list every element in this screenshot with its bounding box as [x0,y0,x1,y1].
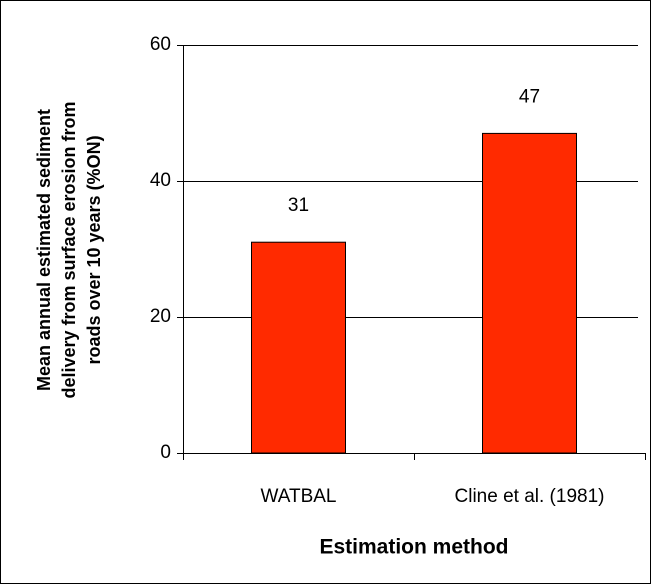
y-axis-title: roads over 10 years (%ON) [84,135,104,364]
data-label: 31 [288,195,309,216]
y-axis-title: Mean annual estimated sediment [34,109,54,391]
x-tick-label: WATBAL [260,486,336,507]
y-tick-label: 60 [150,34,171,55]
y-tick-label: 20 [150,306,171,327]
bar [251,241,346,454]
x-tick-label: Cline et al. (1981) [455,486,605,507]
y-tick-label: 0 [160,442,171,463]
data-label: 47 [519,86,540,107]
x-axis-title: Estimation method [319,536,508,559]
y-axis-title: delivery from surface erosion from [59,101,79,398]
bar [482,132,577,454]
y-tick-label: 40 [150,170,171,191]
